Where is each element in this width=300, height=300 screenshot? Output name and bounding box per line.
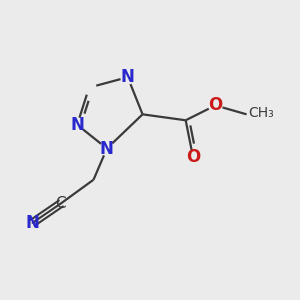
Text: O: O (208, 96, 223, 114)
Text: N: N (121, 68, 135, 86)
Text: N: N (70, 116, 84, 134)
Text: CH₃: CH₃ (248, 106, 274, 120)
Text: N: N (26, 214, 40, 232)
Text: N: N (100, 140, 114, 158)
Text: C: C (56, 196, 66, 211)
Text: O: O (186, 148, 200, 166)
